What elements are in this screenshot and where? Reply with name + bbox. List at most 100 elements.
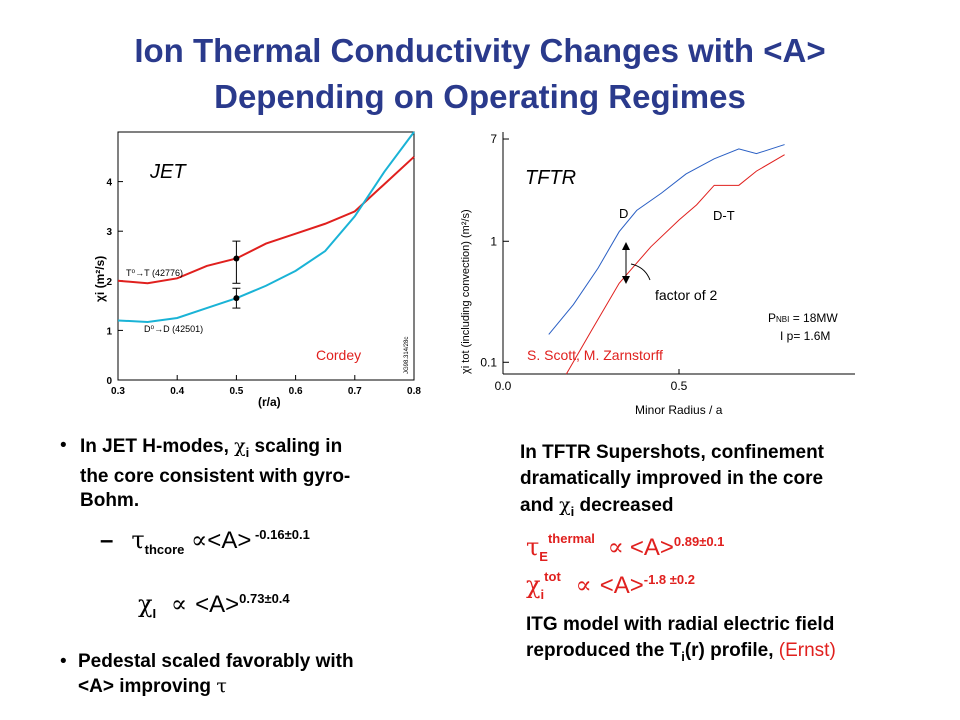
prop-symbol-2: ∝	[170, 590, 188, 618]
jet-lines	[117, 131, 415, 323]
jet-ytick-label: 0	[106, 376, 112, 387]
tau-sub-3: E	[539, 549, 548, 564]
jet-bullet-2-line1: Pedestal scaled favorably with	[78, 651, 354, 672]
bullet-dot-2: •	[60, 651, 67, 672]
jet-tau-scaling: – τthcore ∝<A> -0.16±0.1	[100, 520, 310, 565]
jet-xtick-label: 0.3	[111, 386, 125, 397]
avg-a-4: <A>	[599, 572, 644, 599]
tftr-summary: In TFTR Supershots, confinement dramatic…	[520, 440, 940, 525]
jet-bullet-1-line3: Bohm.	[80, 489, 140, 511]
jet-chart: 0.3 0.4 0.5 0.6 0.7 0.8 0 1 2 3 4 JET (r/a) χi (m²…	[93, 131, 421, 409]
jet-series-line-1	[117, 131, 415, 323]
title-line-1: Ion Thermal Conductivity Changes with <A…	[134, 32, 826, 69]
jet-bullet-2-line2: <A> improving	[78, 676, 217, 697]
tau-exponent: -0.16±0.1	[251, 527, 310, 542]
tftr-line1: In TFTR Supershots, confinement	[520, 442, 825, 463]
prop-symbol: ∝	[191, 526, 208, 554]
tftr-xtick-label: 0.5	[671, 379, 688, 393]
jet-xtick-label: 0.7	[348, 386, 362, 397]
tftr-pnbi-value: = 18MW	[789, 311, 838, 325]
tftr-ylabel: χi tot (including convection) (m²/s)	[460, 209, 472, 374]
jet-ytick-label: 1	[106, 326, 112, 337]
tftr-lines	[548, 144, 785, 375]
tftr-line3-a: and	[520, 495, 560, 516]
tftr-series-line-0	[548, 144, 785, 335]
jet-bullet-1-line2: the core consistent with gyro-	[80, 465, 351, 487]
jet-xtick-label: 0.6	[289, 386, 303, 397]
prop-symbol-4: ∝	[575, 571, 592, 599]
prop-symbol-3: ∝	[607, 533, 624, 561]
jet-ytick-label: 2	[106, 277, 112, 288]
tftr-series-d: D	[619, 206, 628, 221]
bullet-dot: •	[60, 435, 67, 456]
jet-xtick-label: 0.5	[229, 386, 243, 397]
jet-legend-t: T⁰→T (42776)	[126, 268, 183, 278]
tftr-ytick-label: 1	[490, 234, 497, 248]
tftr-chart: 0.0 0.5 0.1 1 7 TFTR Minor Radius / a χi tot…	[460, 132, 855, 417]
jet-chi-scaling: χI ∝ <A>0.73±0.4	[138, 584, 290, 629]
avg-a: <A>	[207, 527, 252, 554]
jet-ytick-label: 3	[106, 227, 112, 238]
jet-plot-frame	[117, 131, 415, 381]
chi-sub-3: i	[570, 503, 575, 519]
jet-bullet-1-text: In JET H-modes, χi scaling in the core c…	[80, 434, 430, 513]
chi-symbol-2: χ	[138, 590, 153, 618]
itg-line2-b: (r) profile,	[684, 640, 779, 661]
itg-credit: (Ernst)	[778, 640, 836, 661]
itg-line1: ITG model with radial electric field	[526, 614, 835, 635]
itg-note: ITG model with radial electric field rep…	[526, 612, 946, 670]
jet-bullet-2-text: Pedestal scaled favorably with <A> impro…	[78, 650, 440, 699]
tftr-pnbi: PNBI = 18MW	[768, 311, 838, 325]
title-line-2: Depending on Operating Regimes	[214, 78, 746, 115]
tftr-xtick-label: 0.0	[495, 379, 512, 393]
avg-a-2: <A>	[195, 591, 240, 618]
jet-data-point-1	[233, 295, 240, 302]
chi-symbol-3: χ	[559, 494, 571, 516]
tftr-pnbi-sub: NBI	[776, 315, 789, 324]
jet-xtick-label: 0.4	[170, 386, 184, 397]
tftr-factor-leader	[630, 263, 651, 281]
jet-label: JET	[149, 161, 187, 183]
chi-sub: i	[245, 444, 250, 460]
jet-data-point-0	[233, 255, 240, 262]
jet-side-id: JG98.314/28c	[404, 337, 410, 374]
tftr-line2: dramatically improved in the core	[520, 468, 824, 489]
chi-symbol: χ	[234, 435, 246, 457]
jet-bullet-1-a: In JET H-modes,	[80, 436, 235, 457]
tftr-ytick-label: 7	[490, 132, 497, 146]
tftr-xlabel: Minor Radius / a	[635, 403, 723, 417]
chi-exponent: 0.73±0.4	[239, 591, 290, 606]
jet-ylabel: χi (m²/s)	[93, 256, 107, 302]
tau-exponent-3: 0.89±0.1	[673, 534, 725, 549]
tftr-arrow-head-down	[622, 276, 630, 284]
tftr-series-line-1	[565, 154, 785, 375]
jet-bullet-1-b: scaling in	[249, 436, 343, 457]
tau-symbol: τ	[131, 526, 145, 554]
tau-symbol-3: τ	[526, 533, 540, 561]
tftr-series-dt: D-T	[713, 208, 735, 223]
itg-line2-a: reproduced the T	[526, 640, 682, 661]
tftr-factor-label: factor of 2	[655, 287, 717, 303]
tftr-chi-scaling: χi tot ∝ <A>-1.8 ±0.2	[526, 562, 695, 610]
avg-a-3: <A>	[629, 534, 674, 561]
tftr-arrow-head-up	[622, 242, 630, 250]
chi-sup-4: tot	[544, 569, 561, 584]
tftr-ytick-label: 0.1	[480, 355, 497, 369]
itg-line2-sub: i	[681, 648, 685, 664]
tau-sub: thcore	[144, 541, 185, 557]
jet-ytick-label: 4	[106, 178, 112, 189]
chi-exponent-4: -1.8 ±0.2	[643, 572, 695, 587]
tau-symbol-2: τ	[216, 675, 227, 697]
jet-xlabel: (r/a)	[258, 395, 281, 409]
jet-bullet-1: • In JET H-modes, χi scaling in the core…	[60, 434, 430, 513]
slide-title: Ion Thermal Conductivity Changes with <A…	[0, 28, 960, 120]
jet-legend-d: D⁰→D (42501)	[144, 324, 203, 334]
tftr-tau-scaling: τEthermal ∝ <A>0.89±0.1	[526, 524, 724, 572]
jet-xtick-label: 0.8	[407, 386, 421, 397]
tftr-line3-b: decreased	[574, 495, 674, 516]
jet-credit: Cordey	[316, 347, 361, 363]
chi-sub-4: i	[540, 587, 545, 602]
tftr-ip: I p= 1.6M	[780, 329, 830, 343]
chi-symbol-4: χ	[526, 571, 541, 599]
dash: –	[100, 527, 114, 554]
